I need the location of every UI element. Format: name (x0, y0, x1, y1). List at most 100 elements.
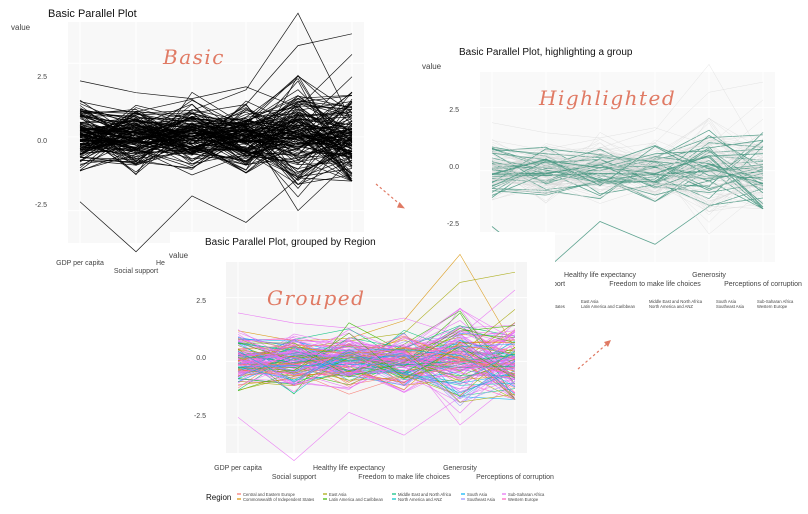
series-line (237, 340, 516, 384)
x-tick-label: GDP per capita (56, 260, 104, 267)
series-line (491, 155, 764, 202)
legend-item-label: Sub-Saharan Africa (757, 299, 794, 304)
series-line (79, 95, 353, 165)
series-line (79, 118, 353, 180)
series-line (237, 354, 516, 368)
chart-title: Basic Parallel Plot, grouped by Region (205, 237, 376, 248)
series-line (491, 145, 764, 186)
legend-title: Region (206, 493, 231, 502)
series-line (237, 351, 516, 383)
series-line (237, 345, 516, 398)
series-line (79, 107, 353, 152)
x-tick-label: Freedom to make life choices (358, 474, 450, 481)
series-line (79, 119, 353, 154)
series-line (491, 146, 764, 178)
legend: Region Central and Eastern EuropeCommonw… (206, 492, 545, 502)
series-line (491, 138, 764, 183)
series-line (79, 101, 353, 166)
series-line (237, 328, 516, 378)
series-line (79, 98, 353, 156)
series-line (79, 108, 353, 145)
legend-item-label: Latin America and Caribbean (581, 304, 636, 309)
series-line (491, 150, 764, 194)
series-line (79, 114, 353, 171)
series-line (491, 160, 764, 192)
x-tick-label: Perceptions of corruption (724, 281, 802, 288)
series-line (237, 345, 516, 384)
x-tick-label: Perceptions of corruption (476, 474, 554, 481)
y-tick-label: 0.0 (196, 355, 206, 362)
series-line (491, 154, 764, 193)
series-line (491, 145, 764, 184)
series-line (491, 135, 764, 195)
series-line (237, 325, 516, 385)
series-line (237, 336, 516, 369)
series-line (237, 342, 516, 373)
series-line (79, 101, 353, 164)
series-line (79, 118, 353, 173)
series-line (491, 153, 764, 177)
legend-item-label: Middle East and North Africa (649, 299, 703, 304)
series-line (237, 330, 516, 387)
annotation-highlighted: Highlighted (538, 86, 676, 110)
x-tick-label: Generosity (692, 272, 726, 279)
series-line (79, 157, 353, 253)
legend-item-label: Sub-Saharan Africa (508, 492, 545, 497)
x-tick-label: Social support (114, 268, 158, 275)
grouped-parallel-plot: Basic Parallel Plot, grouped by Region v… (169, 232, 555, 514)
series-line (491, 149, 764, 195)
series-line (237, 345, 516, 393)
series-line (79, 105, 353, 165)
y-tick-label: 0.0 (449, 164, 459, 171)
legend-item-label: Middle East and North Africa (398, 492, 452, 497)
legend-item-label: South Asia (716, 299, 737, 304)
series-line (491, 153, 764, 195)
series-line (237, 334, 516, 386)
legend-item-label: North America and ANZ (398, 497, 442, 502)
legend-fragment: States East Asia Latin America and Carib… (553, 299, 794, 309)
series-line (491, 142, 764, 189)
series-line (79, 112, 353, 166)
legend-item-label: Western Europe (757, 304, 788, 309)
y-tick-label: -2.5 (35, 202, 47, 209)
series-line (79, 113, 353, 163)
legend-item-label: Southeast Asia (467, 497, 496, 502)
x-tick-label: He (156, 260, 165, 267)
series-line (491, 139, 764, 196)
y-axis-label: value (422, 62, 442, 71)
series-line (491, 154, 764, 178)
annotation-arrow (577, 340, 611, 370)
series-line (237, 340, 516, 386)
legend-item-label: North America and ANZ (649, 304, 693, 309)
series-line (237, 330, 516, 385)
series-line (491, 140, 764, 194)
series-line (491, 155, 764, 208)
chart-title: Basic Parallel Plot (48, 8, 137, 20)
series-line (79, 116, 353, 144)
series-line (237, 346, 516, 376)
series-line (237, 378, 516, 461)
y-axis-label: value (169, 251, 189, 260)
y-tick-label: 2.5 (449, 107, 459, 114)
series-line (79, 125, 353, 162)
series-line (237, 335, 516, 375)
annotation-basic: Basic (162, 45, 225, 69)
highlighted-parallel-plot: Basic Parallel Plot, highlighting a grou… (422, 47, 808, 309)
series-line (79, 129, 353, 145)
y-tick-label: -2.5 (194, 413, 206, 420)
legend-item-label: States (553, 304, 565, 309)
x-tick-label: Social support (272, 474, 316, 481)
y-tick-label: 2.5 (196, 298, 206, 305)
x-tick-label: Freedom to make life choices (609, 281, 701, 288)
series-line (237, 346, 516, 377)
series-line (79, 118, 353, 163)
legend-item-label: South Asia (467, 492, 488, 497)
legend-item-label: Central and Eastern Europe (243, 492, 296, 497)
series-line (491, 164, 764, 177)
series-line (237, 345, 516, 369)
y-axis-label: value (11, 23, 31, 32)
chart-title: Basic Parallel Plot, highlighting a grou… (459, 47, 633, 58)
y-tick-label: 2.5 (37, 74, 47, 81)
series-line (237, 343, 516, 386)
